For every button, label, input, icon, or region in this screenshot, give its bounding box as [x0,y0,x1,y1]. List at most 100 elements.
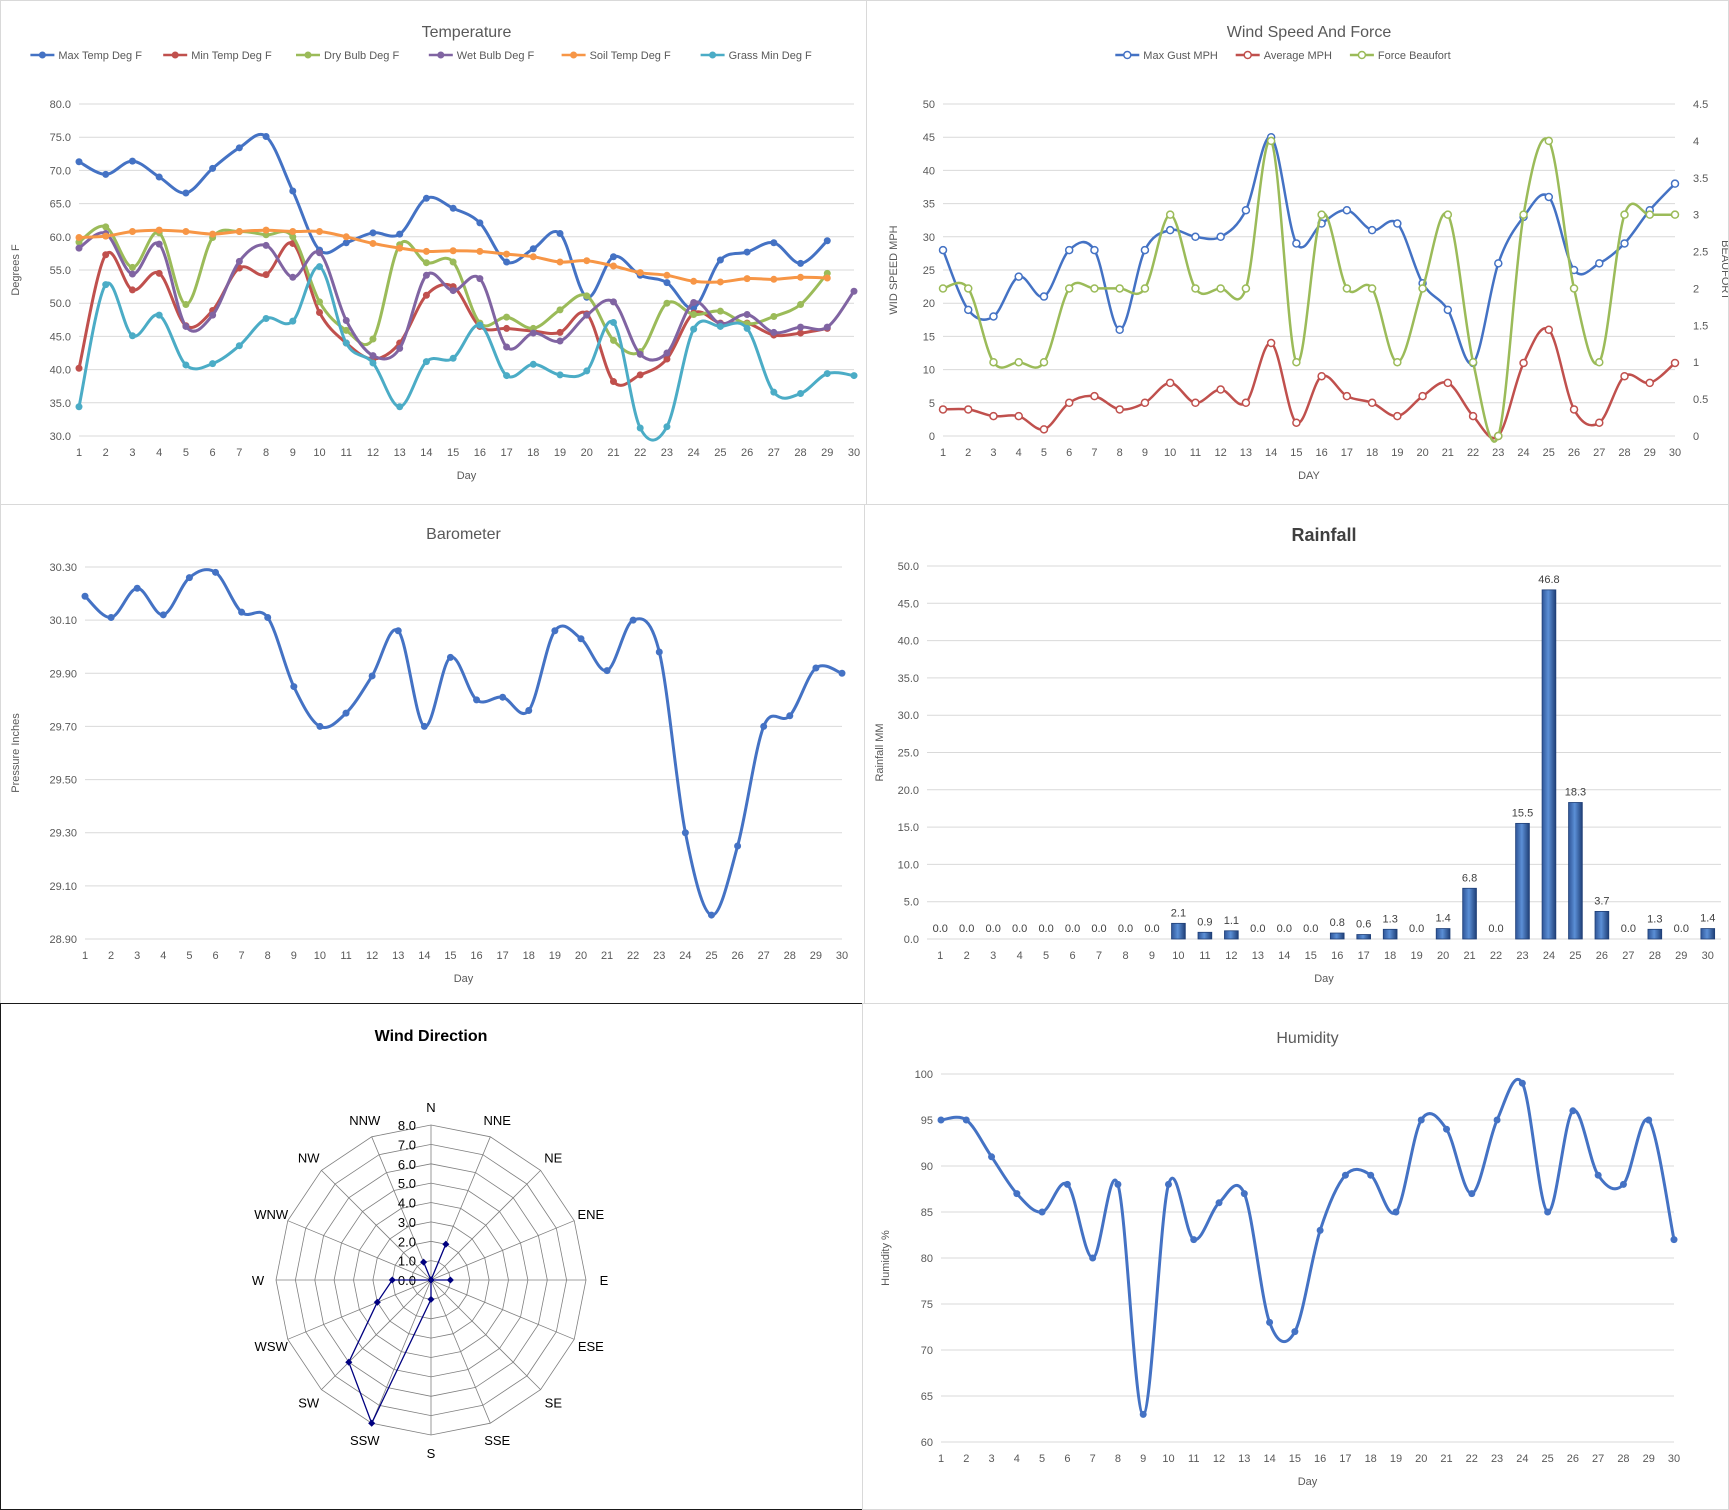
legend-marker [1123,50,1132,60]
data-point [185,574,193,582]
legend-label: Grass Min Deg F [729,50,812,62]
data-point [422,271,430,279]
radar-spoke [321,1279,432,1390]
rain-bar [1197,931,1213,940]
data-point [102,170,110,178]
chart-title: Rainfall [1291,525,1356,545]
radar-spoke [287,1220,432,1281]
rain-bar [1541,589,1557,940]
rain-bar [1594,910,1610,940]
data-label: 1.3 [1383,913,1398,925]
data-point [1367,398,1377,408]
y2-tick-label: 0.5 [1693,394,1708,406]
data-point [235,144,243,152]
rain-bar [1171,922,1186,940]
x-tick-label: 13 [1240,447,1252,459]
data-point [1393,357,1402,367]
x-tick-label: 21 [1463,950,1475,962]
x-tick-label: 30 [1669,447,1681,459]
data-point [1063,1180,1071,1188]
x-tick-label: 19 [1391,447,1403,459]
data-point [473,696,481,704]
temperature-chart: 30.0 35.0 40.0 45.0 50.0 55.0 60.0 65.0 70.0 75.0… [10,24,860,482]
data-point [290,683,298,691]
data-point [449,287,457,295]
data-point [182,361,190,369]
data-point [1670,179,1680,188]
barometer-chart: 28.90 29.10 29.30 29.50 29.70 29.90 30.10 30.30… [10,526,848,985]
data-point [1494,431,1503,441]
data-point [525,706,533,714]
x-tick-label: 19 [554,447,566,459]
x-tick-label: 14 [1263,1453,1275,1465]
data-point [1140,245,1150,255]
data-point [1418,284,1427,293]
x-tick-label: 8 [265,950,271,962]
data-point [583,257,591,265]
data-point [1089,1254,1097,1262]
y2-tick-label: 2 [1693,283,1699,295]
y-tick-label: 30.0 [50,431,71,443]
legend-label: Max Gust MPH [1143,50,1218,62]
data-point [182,301,190,309]
y-axis-label: WID SPEED MPH [888,225,900,314]
data-point [583,367,591,375]
data-point [155,269,163,277]
chart-title: Barometer [426,526,501,543]
rain-bar [1462,887,1477,940]
rain-bar [1515,822,1530,940]
x-tick-label: 1 [940,447,946,459]
data-point [1595,259,1604,268]
data-point [1595,357,1604,367]
x-tick-label: 24 [679,950,691,962]
x-tick-label: 28 [1649,950,1661,962]
x-tick-label: 27 [1593,447,1605,459]
y-tick-label: 5.0 [904,897,919,909]
x-tick-label: 10 [1162,1453,1174,1465]
radial-tick-label: 4.0 [398,1196,416,1211]
legend-label: Min Temp Deg F [191,50,272,62]
y-tick-label: 65 [921,1391,933,1403]
data-point [1443,210,1453,219]
data-point [609,336,617,344]
rain-bar [1435,928,1451,940]
data-point [420,722,428,730]
series-line [940,1078,1676,1416]
x-tick-label: 16 [1331,950,1343,962]
data-point [1670,1236,1678,1244]
data-point [262,226,270,234]
data-point [396,244,404,252]
data-point [396,403,404,411]
data-point [503,313,511,321]
x-tick-label: 25 [705,950,717,962]
y-tick-label: 45.0 [50,331,71,343]
radar-spoke [430,1279,541,1390]
x-tick-label: 17 [1358,950,1370,962]
radar-spoke [430,1279,491,1424]
x-tick-label: 4 [1017,950,1023,962]
x-tick-label: 27 [1622,950,1634,962]
x-tick-label: 23 [1492,447,1504,459]
data-point [636,350,644,358]
data-point [476,247,484,255]
data-point [1569,1107,1577,1115]
data-point [159,611,167,619]
data-point [770,239,778,247]
radial-tick-label: 6.0 [398,1157,416,1172]
x-tick-label: 25 [1541,1453,1553,1465]
data-point [1266,338,1276,348]
radar-spoke [430,1170,541,1281]
x-tick-label: 16 [470,950,482,962]
data-label: 1.4 [1435,913,1450,925]
data-point [1317,210,1326,219]
y-tick-label: 30 [923,232,935,244]
x-tick-label: 29 [1644,447,1656,459]
humidity-panel: 60 65 70 75 80 85 90 95 100 1 2 3 4 5 6 7 8 9 10 11 12 13 14 15… [862,1003,1729,1510]
data-point [1393,219,1402,228]
x-tick-label: 2 [108,950,114,962]
legend-marker [1243,50,1252,60]
data-point [503,324,511,332]
data-point [422,247,430,255]
x-tick-label: 22 [634,447,646,459]
data-point [209,164,217,172]
